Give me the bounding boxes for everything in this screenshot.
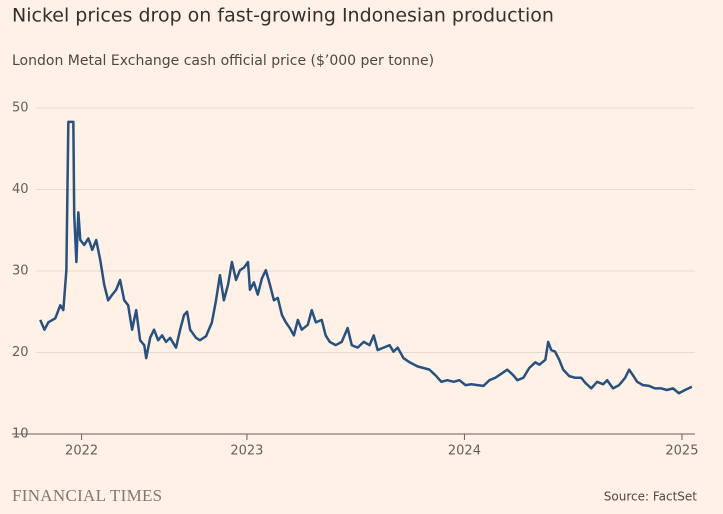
source: Source: FactSet [604,490,698,504]
y-tick-label: 40 [12,182,29,197]
x-tick-label: 2023 [230,444,263,459]
x-tick-label: 2024 [448,444,481,459]
x-tick-label: 2025 [665,444,698,459]
y-tick-label: 50 [12,101,29,116]
price-line [39,120,693,395]
chart-title: Nickel prices drop on fast-growing Indon… [12,5,554,27]
y-tick-label: 20 [12,345,29,360]
y-tick-label: 30 [12,264,29,279]
chart-subtitle: London Metal Exchange cash official pric… [12,53,434,69]
x-tick-label: 2022 [65,444,98,459]
brand: FINANCIAL TIMES [12,486,162,505]
